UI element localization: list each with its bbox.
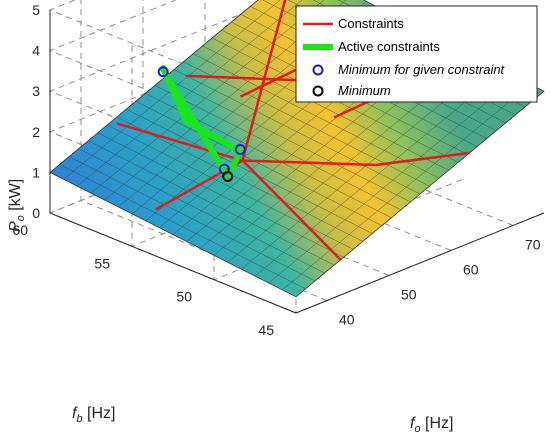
y-axis-line (49, 212, 297, 314)
y-tick-label: 55 (94, 255, 110, 271)
y-axis-label: fb [Hz] (72, 405, 115, 425)
mesh-line-v (268, 77, 517, 284)
x-axis-line (295, 212, 545, 314)
legend-marker-constraint-min (312, 64, 324, 76)
legend-label-active: Active constraints (338, 39, 440, 54)
z-tick-label: 4 (32, 43, 40, 59)
z-tick-labels: 0 1 2 3 4 5 (32, 2, 40, 221)
z-tick-label: 0 (32, 205, 40, 221)
constraint-line (241, 0, 287, 161)
constraint-line (242, 159, 376, 167)
global-minimum-marker (222, 171, 234, 183)
axes (49, 10, 545, 314)
active-constraints-line (160, 65, 244, 179)
z-tick-label: 2 (32, 124, 40, 140)
legend-label-min: Minimum (338, 83, 391, 98)
z-tick-label: 5 (32, 2, 40, 18)
legend-label-constraint-min: Minimum for given constraint (338, 62, 506, 77)
x-axis-label: fo [Hz] (410, 415, 453, 435)
legend-marker-min (312, 85, 324, 97)
y-tick-label: 60 (12, 222, 28, 238)
x-tick-label: 40 (339, 312, 355, 328)
legend-box (295, 5, 538, 103)
z-tick-label: 3 (32, 83, 40, 99)
constraint-minimum-marker (157, 66, 169, 78)
constraint-line (375, 151, 470, 167)
x-tick-label: 70 (525, 237, 541, 253)
mesh-line-v (254, 70, 504, 277)
x-tick-labels: 40 50 60 70 (339, 237, 541, 328)
z-tick-label: 1 (32, 164, 40, 180)
minimum-markers (157, 66, 246, 183)
y-tick-labels: 45 50 55 60 (12, 222, 274, 338)
x-tick-label: 50 (401, 287, 417, 303)
y-tick-label: 45 (258, 322, 274, 338)
constraint-line (241, 159, 342, 261)
y-tick-label: 50 (176, 289, 192, 305)
legend: Constraints Active constraints Minimum f… (295, 5, 538, 103)
constraint-minimum-marker (234, 144, 246, 156)
constraint-line (116, 122, 243, 162)
x-tick-label: 60 (463, 262, 479, 278)
legend-label-constraints: Constraints (338, 16, 404, 31)
mesh-line-v (77, 0, 326, 187)
mesh-line-v (282, 84, 531, 291)
z-axis-label: Po [kW] (7, 179, 27, 232)
